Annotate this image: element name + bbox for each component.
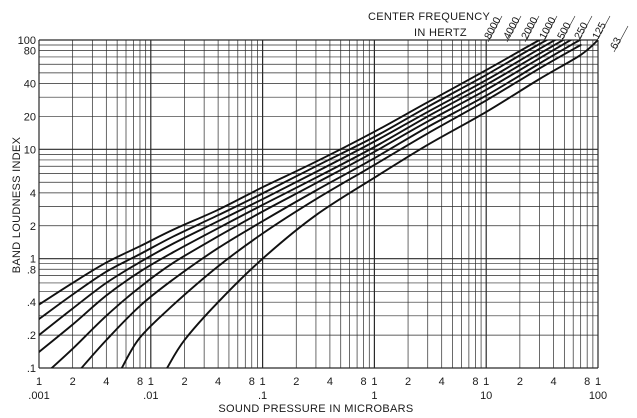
x-tick-sublabel: .1 <box>258 390 267 402</box>
series-line-250 <box>80 40 582 368</box>
y-axis-title: BAND LOUDNESS INDEX <box>11 136 23 273</box>
series-line-8000 <box>39 40 542 306</box>
x-tick-label: 8 <box>361 376 367 388</box>
x-tick-label: 2 <box>70 376 76 388</box>
x-tick-label: 4 <box>439 376 445 388</box>
y-tick-label: 1 <box>30 254 36 266</box>
series-label-stroke <box>577 15 593 43</box>
legend-title-line1: CENTER FREQUENCY <box>368 11 491 23</box>
series-label-63: 63 <box>608 35 624 51</box>
grid-lines <box>38 39 599 369</box>
x-tick-sublabel: 10 <box>480 390 492 402</box>
series-label-stroke <box>595 15 611 43</box>
x-tick-label: 1 <box>483 376 489 388</box>
x-tick-label: 8 <box>137 376 143 388</box>
y-tick-label: 10 <box>24 144 36 156</box>
series-label-stroke <box>506 15 522 43</box>
x-tick-sublabel: 1 <box>371 390 377 402</box>
series-line-500 <box>50 40 573 368</box>
series-label-stroke <box>560 15 576 43</box>
legend-title-line2: IN HERTZ <box>414 27 467 39</box>
x-tick-label: 1 <box>260 376 266 388</box>
y-tick-label: .2 <box>27 330 36 342</box>
x-tick-label: 2 <box>181 376 187 388</box>
x-tick-label: 2 <box>293 376 299 388</box>
y-tick-label: .1 <box>27 363 36 375</box>
x-tick-label: 2 <box>405 376 411 388</box>
x-tick-label: 8 <box>249 376 255 388</box>
x-tick-sublabel: .01 <box>143 390 158 402</box>
y-tick-label: 2 <box>30 221 36 233</box>
y-tick-label: 100 <box>18 35 36 47</box>
y-tick-label: 4 <box>30 188 36 200</box>
series-label-stroke <box>542 15 558 43</box>
y-tick-label: .4 <box>27 297 36 309</box>
series-curves <box>39 40 598 368</box>
series-line-125 <box>120 44 582 368</box>
series-label-stroke <box>613 25 629 53</box>
x-tick-label: 4 <box>327 376 333 388</box>
x-tick-sublabel: 100 <box>589 390 607 402</box>
x-axis-title: SOUND PRESSURE IN MICROBARS <box>218 403 413 415</box>
series-line-1000 <box>39 40 565 353</box>
y-tick-label: 80 <box>24 46 36 58</box>
x-tick-label: 4 <box>215 376 221 388</box>
series-label-stroke <box>524 15 540 43</box>
x-tick-label: 8 <box>472 376 478 388</box>
y-tick-label: 40 <box>24 79 36 91</box>
x-tick-sublabel: .001 <box>28 390 49 402</box>
x-tick-label: 1 <box>371 376 377 388</box>
x-tick-label: 2 <box>517 376 523 388</box>
series-line-4000 <box>39 40 549 321</box>
x-tick-label: 1 <box>595 376 601 388</box>
x-tick-label: 8 <box>584 376 590 388</box>
series-label-stroke <box>487 15 503 43</box>
x-tick-label: 1 <box>36 376 42 388</box>
x-tick-label: 4 <box>550 376 556 388</box>
y-tick-label: .8 <box>27 264 36 276</box>
x-tick-label: 4 <box>103 376 109 388</box>
series-line-2000 <box>39 40 558 337</box>
y-tick-label: 20 <box>24 111 36 123</box>
series-line-63 <box>166 40 598 368</box>
x-tick-label: 1 <box>148 376 154 388</box>
